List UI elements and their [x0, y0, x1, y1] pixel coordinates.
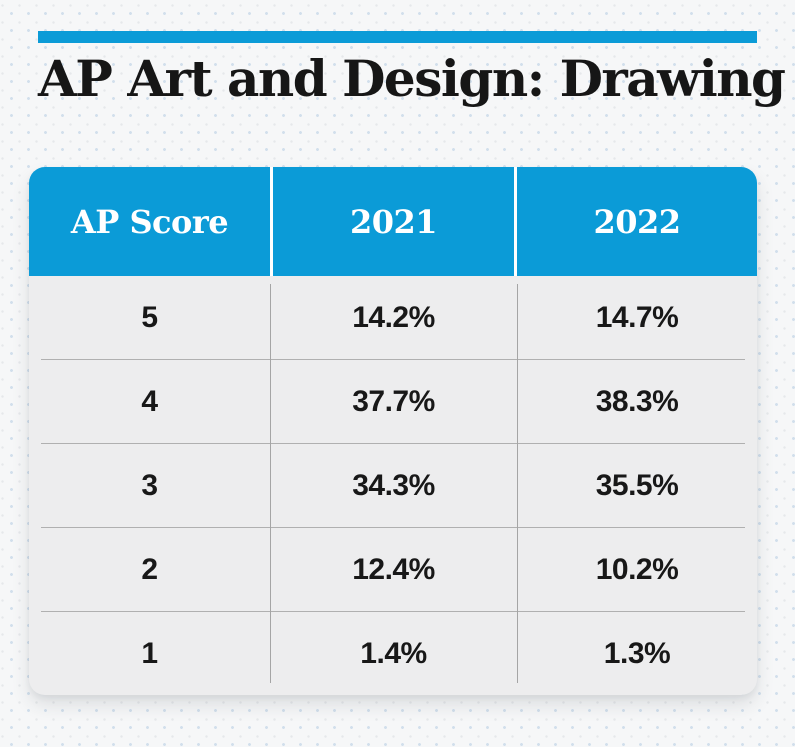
- table-body: 5 14.2% 14.7% 4 37.7% 38.3% 3 34.3% 35.5…: [29, 276, 757, 695]
- value-2021-cell: 34.3%: [352, 468, 435, 502]
- header-cell-ap-score: AP Score: [29, 167, 270, 276]
- row-divider: [41, 443, 745, 444]
- header-cell-2021: 2021: [270, 167, 517, 276]
- value-2021-cell: 37.7%: [352, 384, 435, 418]
- column-divider-2: [517, 284, 518, 683]
- table-header-row: AP Score 2021 2022: [29, 167, 757, 276]
- table-row-score-1: 1 1.4% 1.3%: [29, 612, 757, 695]
- table-row-score-2: 2 12.4% 10.2%: [29, 528, 757, 611]
- score-cell: 1: [141, 636, 158, 670]
- table-row-score-4: 4 37.7% 38.3%: [29, 360, 757, 443]
- row-divider: [41, 359, 745, 360]
- value-2022-cell: 1.3%: [603, 636, 671, 670]
- value-2021-cell: 12.4%: [352, 552, 435, 586]
- title-rest: Art and Design: Drawing: [111, 49, 786, 108]
- accent-top-bar: [38, 31, 757, 43]
- score-cell: 3: [141, 468, 158, 502]
- title-prefix: AP: [38, 49, 113, 108]
- score-cell: 4: [141, 384, 158, 418]
- column-divider-1: [270, 284, 271, 683]
- page-title: AP Art and Design: Drawing: [38, 49, 786, 108]
- score-cell: 5: [141, 300, 158, 334]
- row-divider: [41, 611, 745, 612]
- score-cell: 2: [141, 552, 158, 586]
- value-2021-cell: 14.2%: [352, 300, 435, 334]
- value-2021-cell: 1.4%: [360, 636, 427, 670]
- score-distribution-table: AP Score 2021 2022 5 14.2% 14.7% 4 37.7%…: [29, 167, 757, 695]
- header-cell-2022: 2022: [517, 167, 757, 276]
- value-2022-cell: 35.5%: [595, 468, 679, 502]
- row-divider: [41, 527, 745, 528]
- value-2022-cell: 38.3%: [595, 384, 679, 418]
- table-row-score-5: 5 14.2% 14.7%: [29, 276, 757, 359]
- value-2022-cell: 10.2%: [595, 552, 679, 586]
- table-row-score-3: 3 34.3% 35.5%: [29, 444, 757, 527]
- value-2022-cell: 14.7%: [595, 300, 679, 334]
